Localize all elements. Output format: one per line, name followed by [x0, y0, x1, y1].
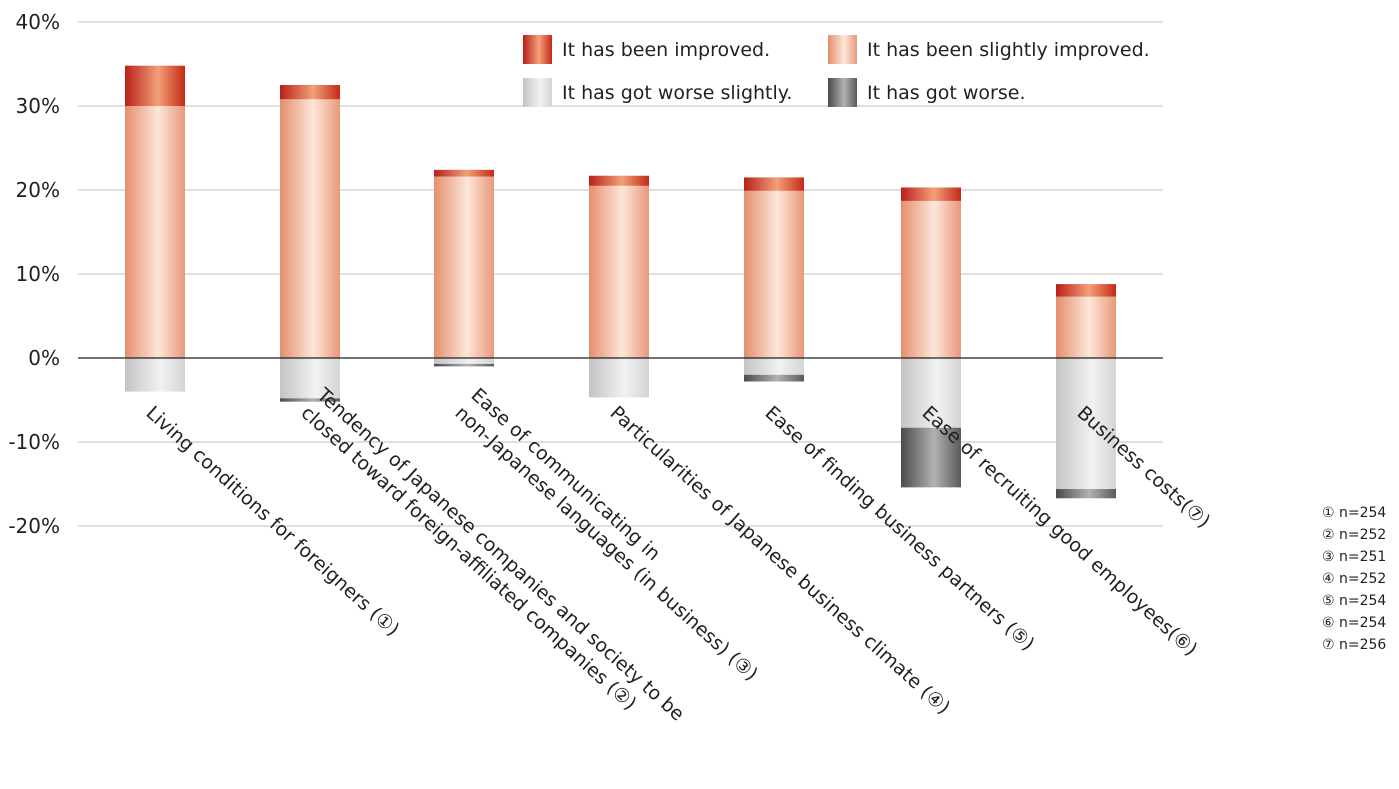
sample-size-note: ③ n=251	[1322, 549, 1386, 565]
legend-swatch-worse	[828, 78, 857, 107]
bar-worse-slightly	[589, 358, 649, 398]
bar-worse-slightly	[744, 358, 804, 375]
legend-swatch-slightly-improved	[828, 35, 857, 64]
y-tick-label: -10%	[8, 430, 60, 454]
bar-worse-slightly	[1056, 358, 1116, 490]
sample-size-note: ① n=254	[1322, 505, 1386, 521]
category-label-line: Ease of finding business partners (⑤)	[761, 402, 1039, 655]
bar-worse	[280, 398, 340, 402]
bar-worse	[901, 427, 961, 488]
y-tick-label: 40%	[16, 10, 60, 34]
bar-worse-slightly	[280, 358, 340, 399]
bar-worse	[434, 363, 494, 367]
bar-improved	[1056, 284, 1116, 297]
bar-improved	[125, 65, 185, 106]
legend: It has been improved. It has been slightl…	[523, 35, 1150, 107]
bar-worse-slightly	[434, 358, 494, 364]
bar-slightly-improved	[589, 185, 649, 358]
bar-improved	[901, 187, 961, 201]
bar-slightly-improved	[901, 200, 961, 358]
y-tick-label: 30%	[16, 94, 60, 118]
bar-improved	[589, 175, 649, 186]
bar-slightly-improved	[434, 176, 494, 358]
bar-slightly-improved	[744, 190, 804, 358]
bar-improved	[280, 85, 340, 100]
legend-swatch-worse-slightly	[523, 78, 552, 107]
bar-slightly-improved	[125, 106, 185, 358]
legend-label: It has got worse slightly.	[562, 82, 792, 104]
legend-label: It has been slightly improved.	[867, 39, 1150, 61]
y-tick-label: -20%	[8, 514, 60, 538]
bar-slightly-improved	[1056, 296, 1116, 358]
bar-improved	[434, 169, 494, 177]
sample-size-note: ② n=252	[1322, 527, 1386, 543]
y-tick-label: 0%	[28, 346, 60, 370]
y-tick-label: 20%	[16, 178, 60, 202]
bar-improved	[744, 177, 804, 191]
sample-size-note: ⑥ n=254	[1322, 615, 1386, 631]
bar-slightly-improved	[280, 99, 340, 358]
legend-label: It has got worse.	[867, 82, 1026, 104]
y-tick-label: 10%	[16, 262, 60, 286]
bar-worse-slightly	[125, 358, 185, 392]
sample-size-note: ⑦ n=256	[1322, 637, 1386, 653]
bar-worse	[1056, 489, 1116, 499]
legend-swatch-improved	[523, 35, 552, 64]
bar-worse	[744, 374, 804, 382]
y-axis: 40% 30% 20% 10% 0% -10% -20%	[8, 10, 60, 538]
bar-worse-slightly	[901, 358, 961, 428]
category-label: Ease of finding business partners (⑤)	[761, 402, 1039, 655]
sample-size-note: ④ n=252	[1322, 571, 1386, 587]
x-axis-labels: Living conditions for foreigners (①)Tend…	[142, 383, 1215, 725]
bars	[125, 65, 1116, 499]
legend-label: It has been improved.	[562, 39, 770, 61]
sample-size-notes: ① n=254 ② n=252 ③ n=251 ④ n=252 ⑤ n=254 ⑥ n=2…	[1322, 505, 1386, 653]
category-label-line: closed toward foreign-affiliated compani…	[297, 402, 641, 715]
sample-size-note: ⑤ n=254	[1322, 593, 1386, 609]
